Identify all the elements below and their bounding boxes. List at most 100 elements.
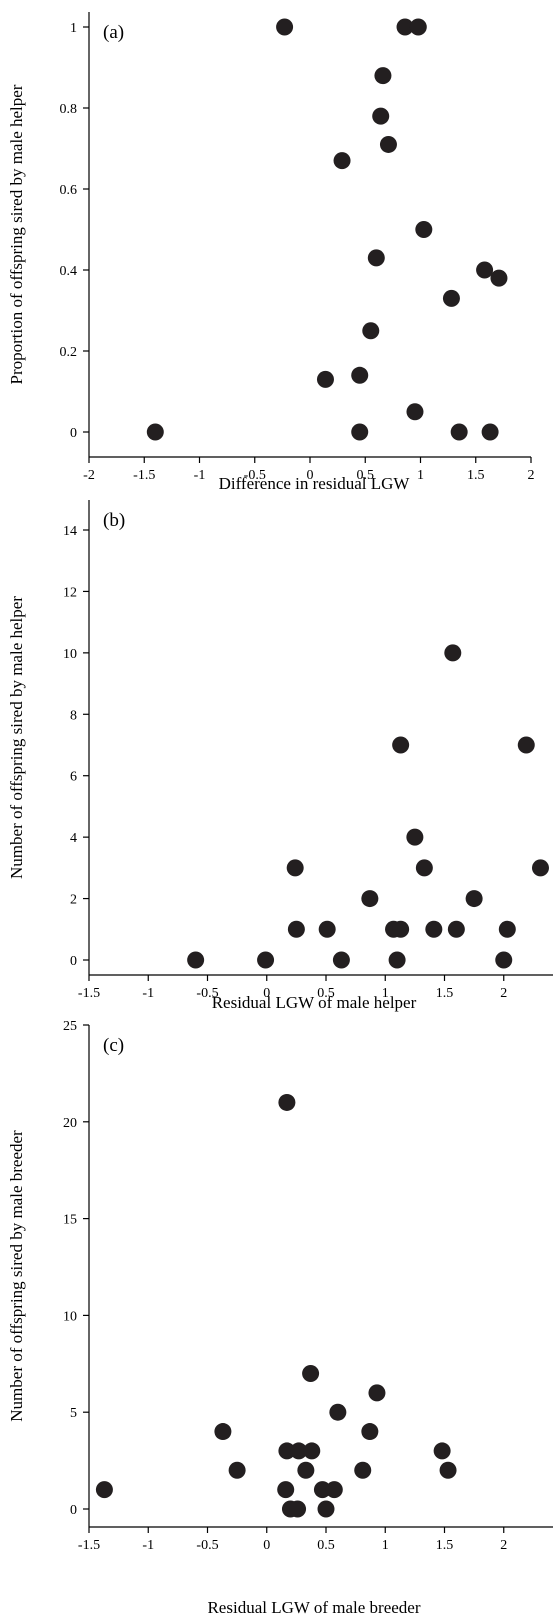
scatter-point	[276, 18, 294, 36]
chart-panel-1: -2 -1.5 -1 -0.5 0 0.5 1 1.5 2 0 0.2 0.4 0.6 0.8 1 Diffe…	[7, 12, 535, 493]
scatter-point	[146, 423, 164, 441]
x-tick-label: -0.5	[244, 468, 266, 483]
scatter-point	[531, 859, 549, 877]
scatter-point	[498, 920, 516, 938]
scatter-point	[495, 951, 513, 969]
x-tick-label: -1.5	[78, 986, 100, 1001]
scatter-point	[425, 920, 443, 938]
y-axis-label: Number of offspring sired by male helper	[7, 596, 26, 879]
scatter-point	[351, 423, 369, 441]
y-tick-label: 1	[70, 21, 77, 36]
scatter-point	[325, 1481, 343, 1499]
scatter-point	[361, 1423, 379, 1441]
scatter-point	[351, 366, 369, 384]
y-tick-label: 15	[63, 1213, 77, 1228]
y-tick-label: 5	[70, 1406, 77, 1421]
scatter-point	[450, 423, 468, 441]
scatter-point	[415, 859, 433, 877]
x-axis-label: Residual LGW of male helper	[212, 993, 417, 1012]
scatter-point	[433, 1442, 451, 1460]
x-tick-label: 0	[307, 468, 314, 483]
scatter-point	[368, 1384, 386, 1402]
chart-panel-2: -1.5 -1 -0.5 0 0.5 1 1.5 2 0 2 4 6 8 10 12 14 Residual L…	[7, 500, 553, 1012]
x-tick-label: 0.5	[317, 986, 335, 1001]
scatter-point	[396, 18, 414, 36]
scatter-point	[316, 370, 334, 388]
x-tick-label: 1	[382, 1538, 389, 1553]
x-tick-label: -1.5	[78, 1538, 100, 1553]
y-tick-label: 4	[70, 831, 77, 846]
scatter-point	[372, 107, 390, 125]
y-axis-label: Proportion of offspring sired by male he…	[7, 84, 26, 384]
y-tick-label: 12	[63, 585, 77, 600]
scatter-point	[289, 1500, 307, 1518]
x-tick-label: 1.5	[436, 1538, 454, 1553]
x-tick-label: -1	[194, 468, 206, 483]
scatter-point	[476, 261, 494, 279]
y-tick-label: 0	[70, 954, 77, 969]
scatter-point	[406, 403, 424, 421]
y-tick-label: 10	[63, 1309, 77, 1324]
panel-label: (c)	[103, 1035, 124, 1056]
y-tick-label: 0	[70, 426, 77, 441]
scatter-point	[517, 736, 535, 754]
x-tick-label: -2	[83, 468, 95, 483]
scatter-point	[332, 951, 350, 969]
y-axis-label: Number of offspring sired by male breede…	[7, 1130, 26, 1422]
scatter-point	[465, 890, 483, 908]
scatter-point	[302, 1364, 320, 1382]
x-axis-label: Difference in residual LGW	[219, 474, 411, 493]
x-tick-label: 1.5	[467, 468, 485, 483]
x-tick-label: 2	[500, 986, 507, 1001]
x-tick-label: 2	[528, 468, 535, 483]
y-tick-label: 25	[63, 1019, 77, 1034]
x-tick-label: -1	[142, 1538, 154, 1553]
scatter-point	[333, 152, 351, 170]
scatter-point	[442, 289, 460, 307]
x-tick-label: -1	[142, 986, 154, 1001]
scatter-point	[286, 859, 304, 877]
x-tick-label: -0.5	[196, 1538, 218, 1553]
x-tick-label: -0.5	[196, 986, 218, 1001]
scatter-point	[277, 1481, 295, 1499]
scatter-point	[392, 736, 410, 754]
scatter-point	[379, 135, 397, 153]
scatter-point	[406, 828, 424, 846]
scatter-point	[318, 920, 336, 938]
scatter-point	[439, 1461, 457, 1479]
panel-label: (a)	[103, 22, 124, 43]
scatter-point	[278, 1093, 296, 1111]
x-tick-label: 0.5	[317, 1538, 335, 1553]
y-tick-label: 20	[63, 1116, 77, 1131]
x-tick-label: 0	[263, 986, 270, 1001]
scatter-point	[415, 221, 433, 238]
scatter-point	[228, 1461, 246, 1479]
y-tick-label: 2	[70, 893, 77, 908]
y-tick-label: 14	[63, 524, 77, 539]
scatter-point	[257, 951, 275, 969]
x-tick-label: -1.5	[133, 468, 155, 483]
x-tick-label: 1	[382, 986, 389, 1001]
scatter-point	[481, 423, 499, 441]
scatter-point	[374, 67, 392, 85]
scatter-point	[447, 920, 465, 938]
scatter-point	[187, 951, 205, 969]
y-tick-label: 8	[70, 708, 77, 723]
scatter-point	[303, 1442, 321, 1460]
scatter-point	[362, 322, 380, 340]
scatter-point	[317, 1500, 335, 1518]
scatter-point	[297, 1461, 315, 1479]
x-tick-label: 1.5	[436, 986, 454, 1001]
scatter-point	[367, 249, 385, 267]
scatter-point	[278, 1442, 296, 1460]
scatter-point	[95, 1481, 113, 1499]
y-tick-label: 0.2	[60, 345, 78, 360]
scatter-point	[409, 18, 427, 36]
x-tick-label: 0.5	[357, 468, 375, 483]
scatter-point	[361, 890, 379, 908]
scatter-point	[329, 1403, 347, 1421]
panel-label: (b)	[103, 510, 125, 531]
y-tick-label: 10	[63, 647, 77, 662]
